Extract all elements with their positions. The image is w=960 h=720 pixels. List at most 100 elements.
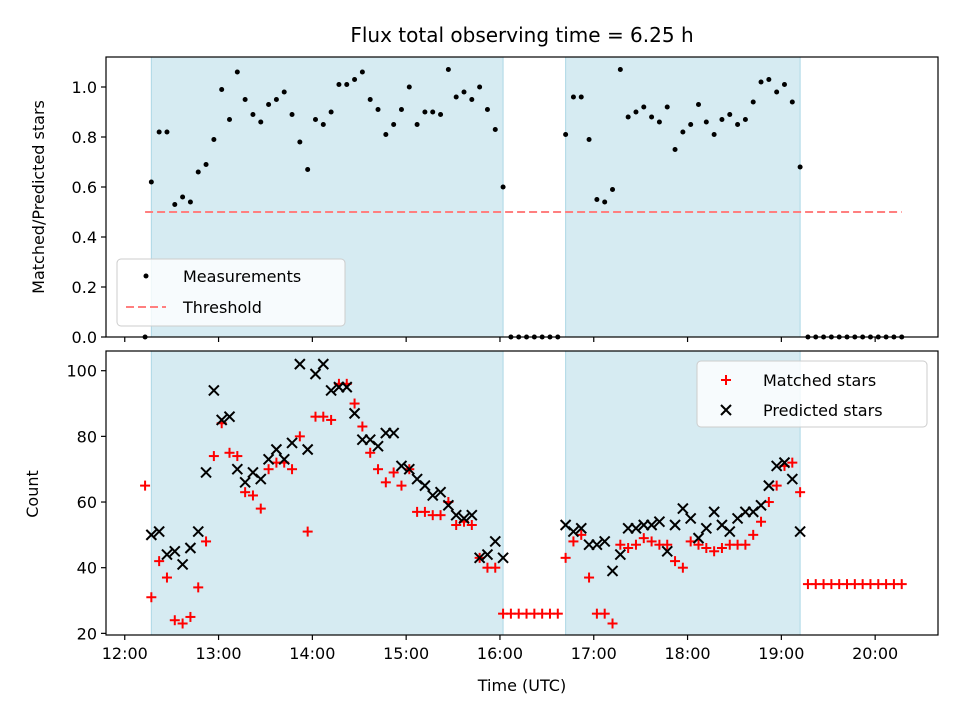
matched-point [140, 480, 151, 491]
measurement-point [735, 122, 741, 127]
predicted-point [653, 516, 666, 528]
matched-point [677, 562, 688, 573]
legend-measurements-marker [143, 273, 149, 279]
x-tick-label: 13:00 [196, 644, 242, 663]
matched-point [302, 526, 313, 537]
matched-point [161, 572, 172, 583]
predicted-point [450, 509, 462, 521]
measurement-point [594, 197, 600, 202]
matched-point [638, 533, 649, 544]
predicted-point [598, 535, 611, 548]
measurement-point [680, 129, 686, 135]
measurement-point [641, 104, 647, 110]
predicted-point [325, 384, 337, 397]
matched-point [263, 464, 274, 475]
predicted-point [692, 532, 705, 544]
measurement-point [438, 112, 444, 117]
predicted-point [301, 443, 314, 456]
x-tick-label: 12:00 [102, 644, 148, 663]
predicted-point [200, 466, 212, 479]
matched-point [419, 506, 430, 517]
measurement-point [156, 129, 162, 135]
predicted-point [419, 479, 431, 492]
matched-point [373, 464, 384, 475]
measurement-point [649, 114, 655, 120]
measurement-point [250, 112, 256, 117]
bottom-y-tick-label: 80 [77, 427, 97, 446]
matched-point [435, 510, 446, 521]
matched-point [185, 611, 196, 622]
matched-point [584, 572, 595, 583]
axis-ticks: 12:00 13:00 14:00 15:00 16:00 17:00 18:00 19:00… [66, 78, 898, 663]
matched-point [208, 451, 219, 462]
measurement-point [758, 79, 764, 85]
predicted-point [708, 506, 720, 518]
measurement-point [578, 94, 584, 100]
matched-point [294, 431, 305, 442]
matched-point [623, 542, 634, 553]
predicted-point [270, 443, 283, 456]
matched-point [646, 536, 657, 547]
x-tick-label: 20:00 [852, 644, 898, 663]
predicted-point [724, 525, 736, 538]
measurement-point [406, 84, 412, 90]
predicted-point [341, 381, 353, 393]
top-y-tick-label: 0.0 [72, 328, 97, 347]
bottom-axes-frame [105, 350, 939, 636]
matched-point [552, 608, 563, 619]
top-plot-area [142, 67, 905, 340]
predicted-point [395, 460, 408, 472]
bottom-y-axis-label: Count [23, 470, 42, 518]
measurement-point [414, 122, 420, 127]
matched-point [662, 539, 673, 550]
top-y-axis-label: Matched/Predicted stars [29, 100, 48, 294]
measurement-point [586, 137, 592, 142]
measurement-point [711, 132, 717, 137]
legend-predicted-label: Predicted stars [763, 401, 883, 420]
predicted-point [755, 499, 767, 512]
measurement-point [305, 167, 311, 172]
bottom-y-tick-label: 100 [66, 362, 97, 381]
predicted-point [606, 565, 619, 577]
matched-point [740, 539, 751, 550]
predicted-point [427, 489, 439, 502]
measurement-point [617, 67, 623, 72]
measurement-point [211, 137, 217, 142]
matched-point [615, 539, 626, 550]
x-tick-label: 14:00 [289, 644, 335, 663]
matched-point [568, 536, 579, 547]
matched-point [318, 411, 329, 422]
predicted-point [208, 384, 220, 397]
measurement-point [219, 87, 225, 92]
measurement-point [187, 199, 193, 205]
predicted-point [403, 463, 415, 475]
matched-point [630, 539, 641, 550]
matched-point [287, 464, 298, 475]
predicted-point [278, 453, 290, 466]
measurement-point [766, 77, 772, 82]
predicted-point [567, 525, 580, 538]
x-tick-label: 19:00 [758, 644, 804, 663]
matched-point [607, 618, 618, 629]
matched-point [154, 556, 165, 567]
predicted-point [169, 545, 181, 557]
measurement-point [367, 97, 373, 102]
measurement-point [234, 69, 240, 75]
matched-point [326, 414, 337, 425]
matched-point [599, 608, 610, 619]
measurement-point [781, 82, 787, 87]
measurement-point [703, 119, 709, 125]
predicted-point [763, 479, 775, 492]
matched-point [490, 562, 501, 573]
measurement-point [336, 82, 342, 87]
measurement-point [172, 202, 178, 207]
measurement-point [445, 67, 451, 72]
measurement-point [352, 77, 358, 82]
measurement-point [148, 179, 154, 185]
matched-point [357, 421, 368, 432]
measurement-point [203, 162, 209, 167]
measurement-point [688, 122, 694, 127]
measurement-point [180, 194, 186, 200]
measurement-point [297, 139, 303, 145]
